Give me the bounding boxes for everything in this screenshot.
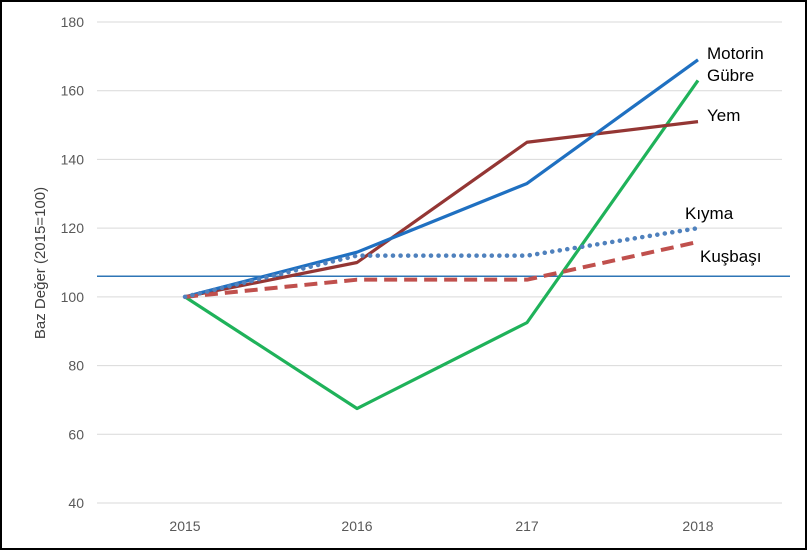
y-tick-label: 180 xyxy=(61,14,85,30)
series-label: Yem xyxy=(707,106,740,125)
y-axis-label: Baz Değer (2015=100) xyxy=(32,187,49,339)
series-line-kıyma xyxy=(182,225,701,300)
x-tick-label: 2016 xyxy=(341,518,372,534)
y-axis-ticks: 40 60 80 100 120 140 160 180 xyxy=(61,14,85,511)
series-labels: Motorin Gübre Yem Kıyma Kuşbaşı xyxy=(685,44,764,266)
series-label: Motorin xyxy=(707,44,764,63)
x-tick-label: 2015 xyxy=(169,518,200,534)
gridlines xyxy=(97,21,782,504)
x-tick-label: 217 xyxy=(515,518,539,534)
series-label: Kuşbaşı xyxy=(700,247,761,266)
series-line-kuşbaşı xyxy=(184,239,699,299)
x-axis-ticks: 2015 2016 217 2018 xyxy=(169,518,713,534)
y-tick-label: 100 xyxy=(61,289,85,305)
series-line-motorin xyxy=(184,58,699,299)
series-line-yem xyxy=(184,120,699,299)
series-line-gübre xyxy=(184,79,700,411)
x-tick-label: 2018 xyxy=(682,518,713,534)
series-label: Gübre xyxy=(707,66,754,85)
y-tick-label: 160 xyxy=(61,83,85,99)
y-tick-label: 40 xyxy=(68,495,84,511)
y-tick-label: 120 xyxy=(61,220,85,236)
y-tick-label: 60 xyxy=(68,426,84,442)
y-tick-label: 80 xyxy=(68,358,84,374)
series-label: Kıyma xyxy=(685,204,734,223)
y-tick-label: 140 xyxy=(61,151,85,167)
series-group xyxy=(182,58,701,411)
